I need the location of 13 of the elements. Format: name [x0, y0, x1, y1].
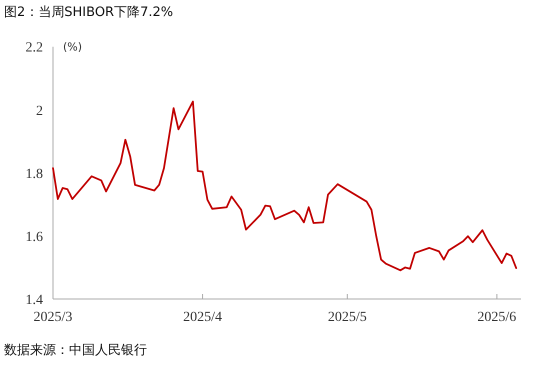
- y-tick-label: 1.8: [26, 166, 43, 182]
- x-tick-label: 2025/3: [34, 310, 72, 325]
- y-axis-title: (%): [63, 40, 82, 54]
- y-tick-label: 2.2: [26, 40, 43, 56]
- x-tick-label: 2025/6: [477, 310, 516, 325]
- source-note: 数据来源：中国人民银行: [4, 343, 147, 358]
- x-tick-label: 2025/4: [183, 310, 222, 325]
- line-series: [52, 100, 518, 272]
- y-tick-label: 1.4: [26, 293, 43, 308]
- chart-title: 图2：当周SHIBOR下降7.2%: [4, 5, 174, 20]
- y-tick-label: 1.6: [26, 230, 43, 245]
- y-tick-label: 2: [36, 104, 43, 119]
- x-tick-label: 2025/5: [328, 310, 367, 325]
